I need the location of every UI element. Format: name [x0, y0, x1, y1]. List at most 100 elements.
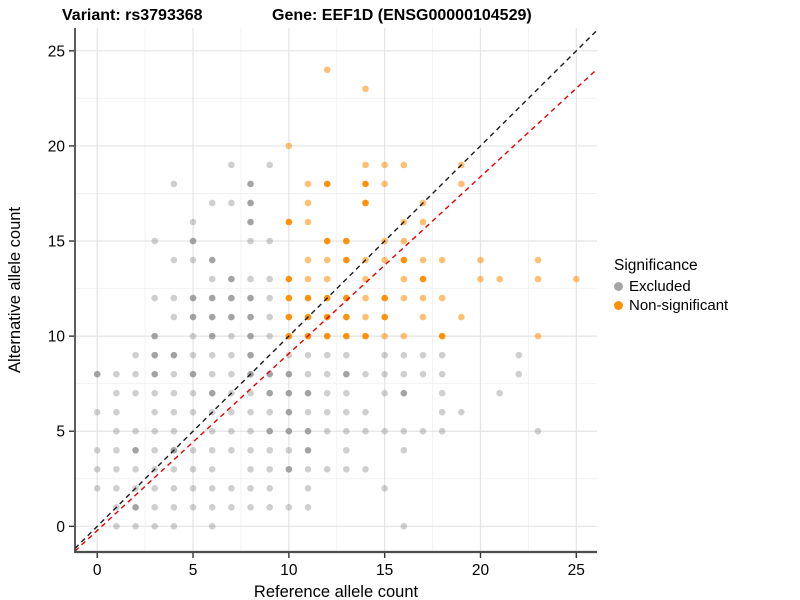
data-point-non-significant: [343, 256, 350, 264]
data-point-excluded: [343, 389, 350, 397]
data-point-excluded: [228, 313, 235, 321]
data-point-excluded: [113, 408, 120, 416]
data-point-non-significant: [343, 237, 350, 245]
data-point-non-significant: [381, 332, 388, 340]
data-point-excluded: [266, 332, 273, 340]
legend-item-excluded: Excluded: [614, 277, 728, 296]
data-point-non-significant: [285, 218, 293, 226]
data-point-excluded: [304, 484, 312, 492]
data-point-excluded: [266, 275, 273, 283]
data-point-excluded: [247, 313, 254, 321]
data-point-excluded: [113, 465, 120, 473]
data-point-excluded: [132, 504, 139, 511]
data-point-excluded: [189, 408, 197, 416]
data-point-non-significant: [343, 313, 350, 321]
data-point-excluded: [304, 351, 312, 359]
data-point-excluded: [189, 351, 197, 359]
data-point-excluded: [266, 427, 273, 435]
data-point-non-significant: [323, 313, 331, 321]
data-point-excluded: [362, 427, 369, 435]
data-point-excluded: [247, 465, 254, 473]
data-point-excluded: [208, 332, 216, 340]
non-significant-dot-icon: [614, 301, 623, 310]
legend-title: Significance: [614, 257, 698, 274]
data-point-non-significant: [438, 256, 446, 264]
data-point-excluded: [247, 351, 254, 359]
data-point-non-significant: [458, 313, 465, 321]
data-point-excluded: [438, 389, 446, 397]
data-point-excluded: [323, 427, 331, 435]
data-point-non-significant: [304, 275, 312, 283]
data-point-non-significant: [400, 237, 408, 245]
data-point-excluded: [170, 408, 178, 416]
data-point-non-significant: [438, 332, 446, 340]
data-point-non-significant: [400, 256, 408, 264]
data-point-excluded: [266, 237, 273, 245]
data-point-excluded: [266, 408, 273, 416]
y-tick-label: 10: [48, 329, 66, 346]
data-point-excluded: [208, 504, 216, 511]
data-point-excluded: [132, 465, 139, 473]
data-point-non-significant: [381, 313, 388, 321]
data-point-non-significant: [419, 294, 427, 302]
data-point-excluded: [208, 484, 216, 492]
data-point-excluded: [304, 370, 312, 378]
data-point-excluded: [113, 389, 120, 397]
x-tick-label: 10: [280, 562, 298, 579]
data-point-non-significant: [438, 294, 446, 302]
legend-item-nonsignificant: Non-significant: [614, 296, 728, 315]
data-point-non-significant: [285, 294, 293, 302]
data-point-non-significant: [400, 294, 408, 302]
data-point-non-significant: [381, 294, 388, 302]
data-point-excluded: [132, 427, 139, 435]
data-point-excluded: [285, 427, 293, 435]
data-point-excluded: [132, 446, 139, 454]
data-point-excluded: [132, 351, 139, 359]
data-point-excluded: [151, 332, 159, 340]
data-point-excluded: [458, 408, 465, 416]
data-point-excluded: [304, 408, 312, 416]
data-point-excluded: [113, 484, 120, 492]
y-tick-label: 15: [48, 234, 65, 251]
data-point-excluded: [170, 313, 178, 321]
data-point-non-significant: [323, 332, 331, 340]
data-point-non-significant: [362, 180, 369, 188]
data-point-excluded: [132, 389, 139, 397]
data-point-excluded: [247, 294, 254, 302]
data-point-non-significant: [285, 313, 293, 321]
data-point-excluded: [151, 523, 159, 530]
y-tick-label: 0: [56, 519, 65, 536]
data-point-excluded: [266, 313, 273, 321]
data-point-excluded: [285, 465, 293, 473]
data-point-non-significant: [323, 237, 331, 245]
data-point-excluded: [534, 427, 542, 435]
data-point-excluded: [151, 504, 159, 511]
x-tick-label: 15: [376, 562, 393, 579]
data-point-excluded: [304, 389, 312, 397]
data-point-excluded: [228, 484, 235, 492]
data-point-excluded: [247, 389, 254, 397]
data-point-excluded: [323, 389, 331, 397]
legend: Significance Excluded Non-significant: [614, 257, 728, 315]
data-point-excluded: [285, 504, 293, 511]
data-point-excluded: [400, 351, 408, 359]
data-point-excluded: [151, 427, 159, 435]
data-point-excluded: [266, 161, 273, 169]
data-point-excluded: [151, 408, 159, 416]
data-point-excluded: [113, 523, 120, 530]
data-point-excluded: [93, 484, 101, 492]
data-point-non-significant: [496, 275, 503, 283]
data-point-excluded: [304, 446, 312, 454]
data-point-excluded: [285, 446, 293, 454]
data-point-excluded: [247, 332, 254, 340]
data-point-excluded: [247, 180, 254, 188]
data-point-excluded: [151, 484, 159, 492]
data-point-excluded: [304, 427, 312, 435]
data-point-excluded: [228, 199, 235, 207]
data-point-excluded: [438, 351, 446, 359]
data-point-excluded: [419, 370, 427, 378]
data-point-excluded: [170, 389, 178, 397]
data-point-excluded: [208, 256, 216, 264]
data-point-non-significant: [381, 180, 388, 188]
